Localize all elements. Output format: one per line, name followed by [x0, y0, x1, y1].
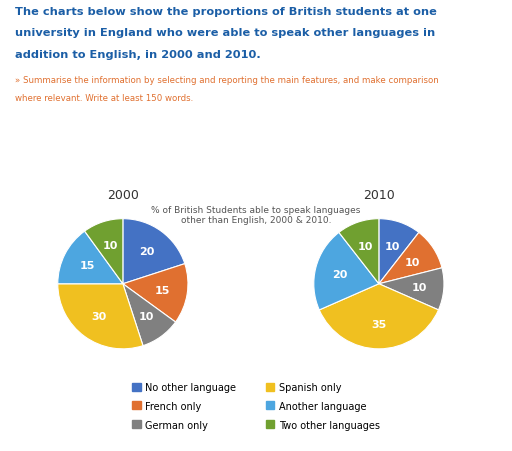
Text: 20: 20 [139, 247, 154, 257]
Title: 2010: 2010 [363, 189, 395, 202]
Wedge shape [58, 284, 143, 349]
Text: where relevant. Write at least 150 words.: where relevant. Write at least 150 words… [15, 93, 194, 102]
Title: 2000: 2000 [107, 189, 139, 202]
Text: 10: 10 [405, 257, 420, 267]
Wedge shape [58, 232, 123, 284]
Text: 10: 10 [139, 312, 154, 322]
Wedge shape [339, 219, 379, 284]
Wedge shape [84, 219, 123, 284]
Wedge shape [319, 284, 438, 349]
Text: 10: 10 [103, 241, 118, 251]
Wedge shape [379, 219, 419, 284]
Text: The charts below show the proportions of British students at one: The charts below show the proportions of… [15, 7, 437, 17]
Wedge shape [379, 268, 444, 310]
Text: 10: 10 [412, 282, 427, 292]
Text: 10: 10 [358, 241, 373, 251]
Text: 30: 30 [92, 312, 107, 322]
Wedge shape [123, 264, 188, 322]
Text: 15: 15 [79, 261, 95, 271]
Wedge shape [314, 233, 379, 310]
Wedge shape [379, 233, 442, 284]
Text: 35: 35 [371, 319, 387, 329]
Text: % of British Students able to speak languages
other than English, 2000 & 2010.: % of British Students able to speak lang… [152, 205, 360, 225]
Legend: No other language, French only, German only, Spanish only, Another language, Two: No other language, French only, German o… [128, 378, 384, 433]
Text: university in England who were able to speak other languages in: university in England who were able to s… [15, 28, 436, 38]
Text: 20: 20 [332, 269, 348, 279]
Text: 10: 10 [385, 241, 400, 251]
Text: 15: 15 [155, 285, 170, 295]
Text: addition to English, in 2000 and 2010.: addition to English, in 2000 and 2010. [15, 50, 261, 60]
Wedge shape [123, 284, 176, 346]
Wedge shape [123, 219, 185, 284]
Text: » Summarise the information by selecting and reporting the main features, and ma: » Summarise the information by selecting… [15, 76, 439, 85]
